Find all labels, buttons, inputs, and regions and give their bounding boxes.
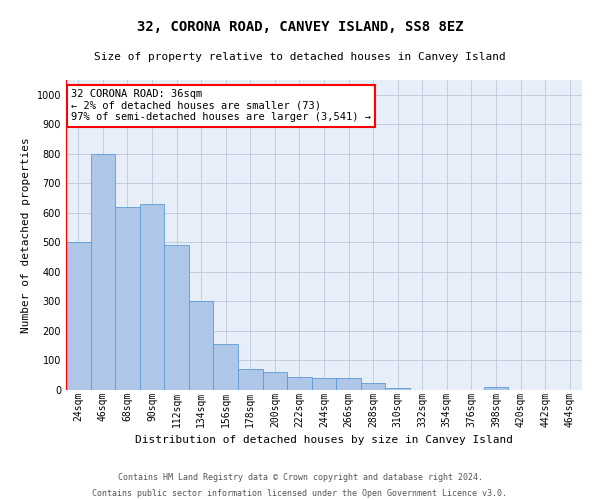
Text: Contains public sector information licensed under the Open Government Licence v3: Contains public sector information licen… xyxy=(92,488,508,498)
Bar xyxy=(91,154,115,390)
Bar xyxy=(189,302,214,390)
Bar xyxy=(336,378,361,390)
Bar xyxy=(361,382,385,390)
Bar xyxy=(385,388,410,390)
Bar xyxy=(115,207,140,390)
Bar xyxy=(263,372,287,390)
Text: 32, CORONA ROAD, CANVEY ISLAND, SS8 8EZ: 32, CORONA ROAD, CANVEY ISLAND, SS8 8EZ xyxy=(137,20,463,34)
Bar xyxy=(214,344,238,390)
Text: Size of property relative to detached houses in Canvey Island: Size of property relative to detached ho… xyxy=(94,52,506,62)
Bar xyxy=(66,242,91,390)
Text: 32 CORONA ROAD: 36sqm
← 2% of detached houses are smaller (73)
97% of semi-detac: 32 CORONA ROAD: 36sqm ← 2% of detached h… xyxy=(71,90,371,122)
Bar xyxy=(238,370,263,390)
Bar xyxy=(287,376,312,390)
Bar xyxy=(164,246,189,390)
Bar xyxy=(140,204,164,390)
Y-axis label: Number of detached properties: Number of detached properties xyxy=(21,137,31,333)
Bar xyxy=(312,378,336,390)
X-axis label: Distribution of detached houses by size in Canvey Island: Distribution of detached houses by size … xyxy=(135,435,513,445)
Bar xyxy=(484,387,508,390)
Text: Contains HM Land Registry data © Crown copyright and database right 2024.: Contains HM Land Registry data © Crown c… xyxy=(118,474,482,482)
